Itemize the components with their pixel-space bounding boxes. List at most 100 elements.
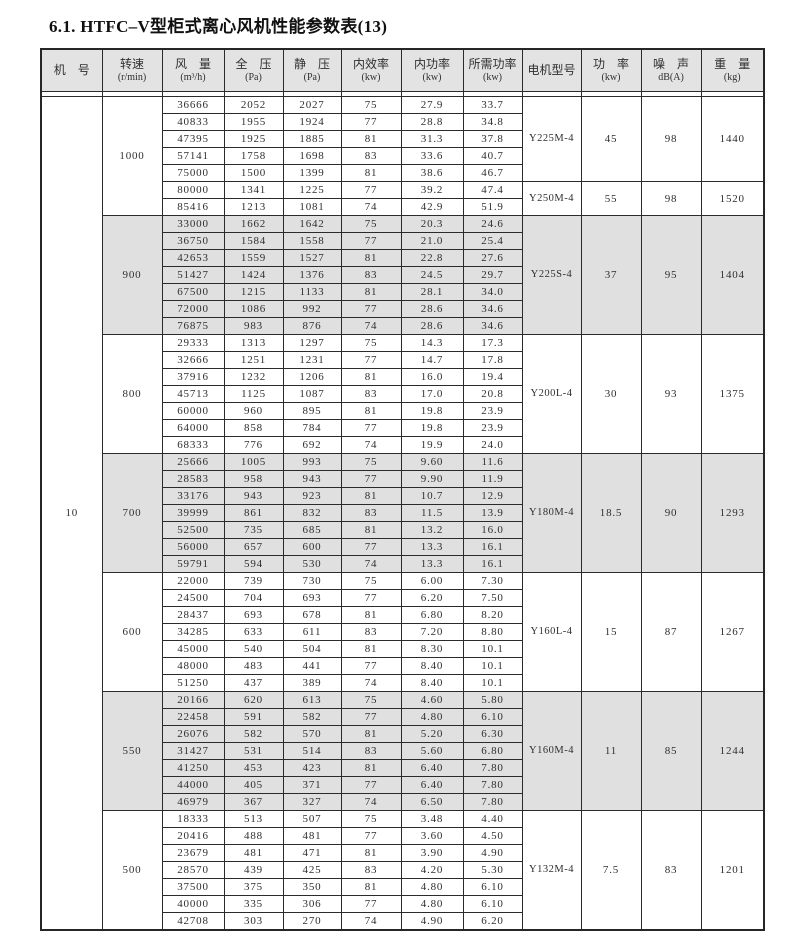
- table-row: 76875 983 876 74 28.6 34.6: [41, 317, 764, 335]
- value-cell: 6.50: [400, 793, 464, 811]
- value-cell: 17.8: [462, 351, 523, 369]
- noise-cell: 98: [640, 181, 702, 216]
- column-header-3: 全 压 (Pa): [223, 48, 284, 92]
- table-row: 32666 1251 1231 77 14.7 17.8: [41, 351, 764, 369]
- column-header-label: 功 率: [592, 56, 629, 71]
- value-cell: 531: [223, 742, 284, 760]
- value-cell: 81: [340, 487, 402, 505]
- weight-cell: 1520: [700, 181, 765, 216]
- table-row: 23679 481 471 81 3.90 4.90: [41, 844, 764, 862]
- table-row: 28437 693 678 81 6.80 8.20: [41, 606, 764, 624]
- value-cell: 81: [340, 402, 402, 420]
- table-row: 56000 657 600 77 13.3 16.1: [41, 538, 764, 556]
- value-cell: 582: [282, 708, 342, 726]
- value-cell: 81: [340, 249, 402, 267]
- value-cell: 6.20: [400, 589, 464, 607]
- noise-cell: 85: [640, 691, 702, 811]
- value-cell: 40.7: [462, 147, 523, 165]
- column-header-label: 内功率: [413, 56, 450, 71]
- value-cell: 77: [340, 589, 402, 607]
- value-cell: 4.60: [400, 691, 464, 709]
- value-cell: 59791: [161, 555, 225, 573]
- value-cell: 74: [340, 793, 402, 811]
- fan-performance-table: 机 号转速 (r/min) 风 量 (m³/h) 全 压 (Pa) 静 压 (Pa) 内效率 (k…: [40, 48, 765, 931]
- value-cell: 620: [223, 691, 284, 709]
- value-cell: 74: [340, 555, 402, 573]
- motor-model-cell: Y250M-4: [521, 181, 582, 216]
- table-row: 700 25666 1005 993 75 9.60 11.6 Y180M-4 18.5 90 12…: [41, 453, 765, 573]
- value-cell: 34.6: [462, 300, 523, 318]
- column-header-unit: (r/min): [117, 71, 147, 83]
- motor-power-cell: 30: [580, 334, 642, 454]
- value-cell: 303: [223, 912, 284, 931]
- value-cell: 31427: [161, 742, 225, 760]
- value-cell: 24.0: [462, 436, 523, 454]
- value-cell: 57141: [161, 147, 225, 165]
- value-cell: 83: [340, 147, 402, 165]
- value-cell: 25666: [161, 453, 225, 471]
- value-cell: 1698: [282, 147, 342, 165]
- value-cell: 6.10: [462, 708, 523, 726]
- table-row: 500 18333 513 507 75 3.48 4.40 Y132M-4 7.5 83 1201: [41, 810, 765, 931]
- value-cell: 81: [340, 640, 402, 658]
- value-cell: 685: [282, 521, 342, 539]
- column-header-0: 机 号: [40, 48, 103, 92]
- value-cell: 77: [340, 776, 402, 794]
- header-gap-cell: [700, 91, 765, 97]
- value-cell: 8.40: [400, 674, 464, 692]
- column-header-label: 机 号: [53, 63, 90, 77]
- value-cell: 46979: [161, 793, 225, 811]
- value-cell: 488: [223, 827, 284, 845]
- value-cell: 68333: [161, 436, 225, 454]
- value-cell: 704: [223, 589, 284, 607]
- value-cell: 29.7: [462, 266, 523, 284]
- value-cell: 40833: [161, 113, 225, 131]
- value-cell: 33.6: [400, 147, 464, 165]
- value-cell: 483: [223, 657, 284, 675]
- table-row: 41250 453 423 81 6.40 7.80: [41, 759, 764, 777]
- motor-power-cell: 7.5: [580, 810, 642, 931]
- value-cell: 5.80: [462, 691, 523, 709]
- table-row: 600 22000 739 730 75 6.00 7.30 Y160L-4 15 87 1267: [41, 572, 765, 692]
- table-row: 72000 1086 992 77 28.6 34.6: [41, 300, 764, 318]
- value-cell: 4.40: [462, 810, 523, 828]
- value-cell: 74: [340, 674, 402, 692]
- value-cell: 923: [282, 487, 342, 505]
- column-header-unit: (kw): [601, 71, 621, 83]
- value-cell: 1527: [282, 249, 342, 267]
- motor-power-cell: 45: [580, 96, 642, 182]
- value-cell: 1584: [223, 232, 284, 250]
- value-cell: 895: [282, 402, 342, 420]
- value-cell: 83: [340, 504, 402, 522]
- table-row: 36750 1584 1558 77 21.0 25.4: [41, 232, 764, 250]
- weight-cell: 1201: [700, 810, 765, 931]
- value-cell: 75: [340, 691, 402, 709]
- column-header-9: 功 率 (kw): [580, 48, 642, 92]
- value-cell: 6.80: [400, 606, 464, 624]
- weight-cell: 1404: [700, 215, 765, 335]
- value-cell: 67500: [161, 283, 225, 301]
- value-cell: 77: [340, 232, 402, 250]
- table-row: 39999 861 832 83 11.5 13.9: [41, 504, 764, 522]
- column-header-unit: dB(A): [658, 71, 684, 83]
- value-cell: 23.9: [462, 402, 523, 420]
- motor-model-cell: Y160M-4: [521, 691, 582, 811]
- value-cell: 24.6: [462, 215, 523, 233]
- value-cell: 6.80: [462, 742, 523, 760]
- value-cell: 16.0: [462, 521, 523, 539]
- value-cell: 375: [223, 878, 284, 896]
- value-cell: 481: [282, 827, 342, 845]
- value-cell: 85416: [161, 198, 225, 216]
- value-cell: 16.1: [462, 555, 523, 573]
- value-cell: 28583: [161, 470, 225, 488]
- weight-cell: 1375: [700, 334, 765, 454]
- value-cell: 8.40: [400, 657, 464, 675]
- value-cell: 80000: [161, 181, 225, 199]
- value-cell: 39999: [161, 504, 225, 522]
- value-cell: 75: [340, 572, 402, 590]
- weight-cell: 1293: [700, 453, 765, 573]
- value-cell: 34.8: [462, 113, 523, 131]
- value-cell: 48000: [161, 657, 225, 675]
- value-cell: 74: [340, 436, 402, 454]
- table-row: 900 33000 1662 1642 75 20.3 24.6 Y225S-4 37 95 140…: [41, 215, 765, 335]
